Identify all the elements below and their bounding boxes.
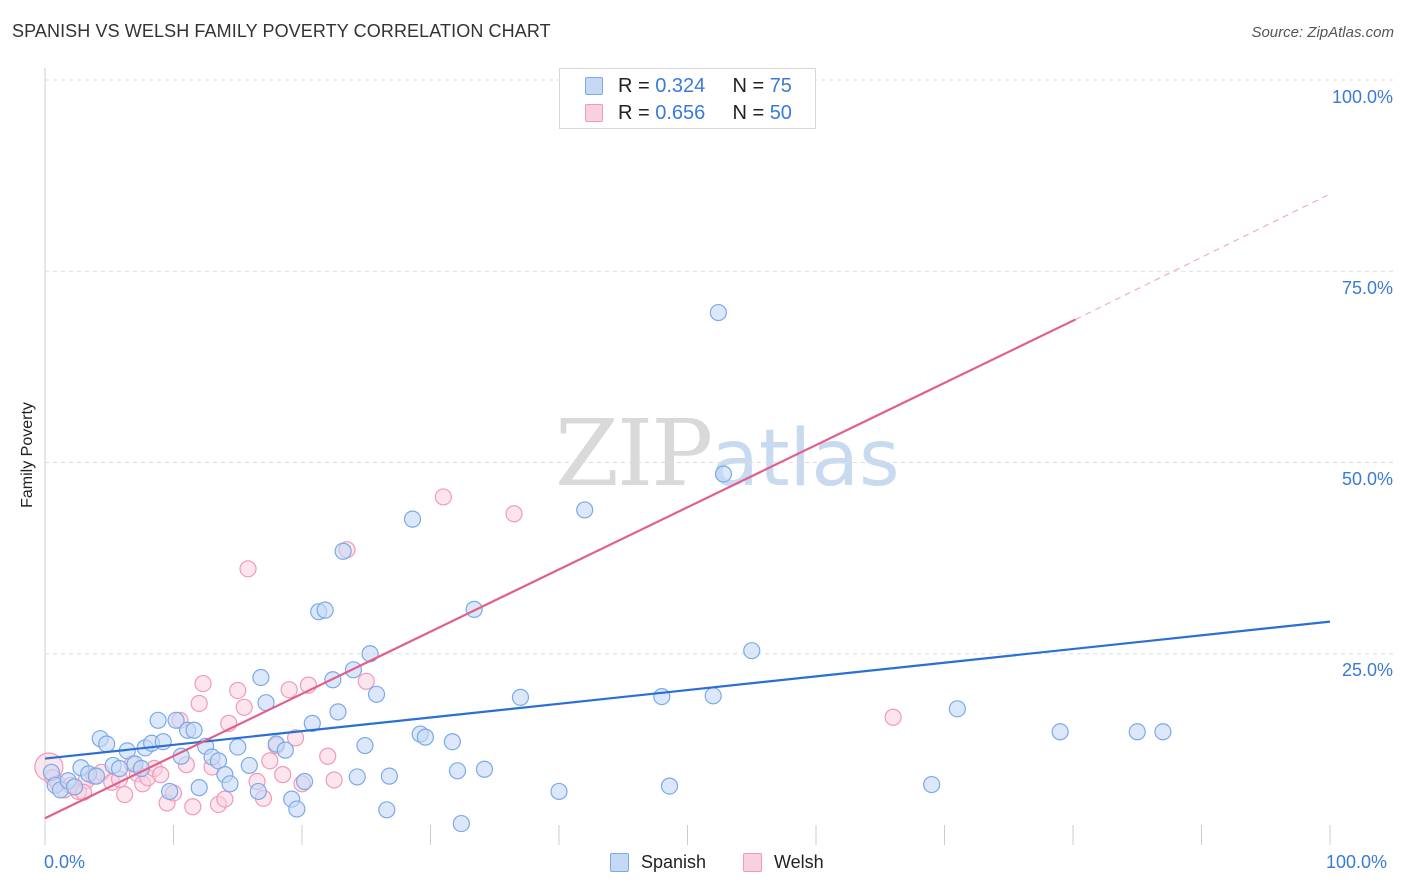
welsh-point: [239, 560, 257, 578]
welsh-trend-extension: [1075, 193, 1331, 320]
legend-label-welsh: Welsh: [774, 852, 824, 872]
spanish-point: [240, 756, 258, 775]
spanish-point: [249, 782, 267, 801]
legend-swatch-welsh: [743, 853, 762, 872]
legend-swatch-welsh: [585, 104, 603, 122]
spanish-point: [190, 779, 208, 797]
spanish-point: [367, 685, 386, 703]
y-tick-label-50: 50.0%: [1341, 469, 1393, 489]
spanish-point: [378, 801, 396, 819]
spanish-point: [356, 736, 374, 755]
welsh-point: [274, 766, 292, 784]
spanish-point: [65, 778, 84, 796]
welsh-point: [280, 681, 298, 699]
spanish-point: [149, 711, 167, 729]
source-label: Source: ZipAtlas.com: [1251, 24, 1394, 41]
spanish-point: [653, 687, 671, 706]
y-tick-label-25: 25.0%: [1341, 660, 1393, 680]
spanish-point: [403, 510, 422, 528]
welsh-point: [216, 790, 234, 808]
spanish-point: [161, 782, 179, 801]
welsh-point: [184, 798, 202, 816]
spanish-point: [229, 738, 247, 756]
spanish-point: [743, 642, 761, 660]
spanish-point: [475, 760, 494, 778]
spanish-point: [98, 735, 116, 753]
welsh-point: [884, 708, 902, 726]
legend-item-welsh[interactable]: Welsh: [743, 852, 824, 873]
spanish-point: [452, 814, 470, 833]
spanish-point: [252, 668, 270, 687]
welsh-point: [194, 674, 212, 693]
spanish-point: [185, 721, 203, 739]
spanish-trend-line: [44, 620, 1331, 760]
spanish-point: [288, 800, 306, 818]
spanish-point: [348, 768, 366, 786]
spanish-point: [87, 767, 106, 785]
welsh-point: [235, 698, 253, 716]
spanish-point: [276, 741, 294, 759]
watermark-atlas: atlas: [711, 414, 900, 504]
welsh-point: [229, 681, 247, 700]
welsh-point: [357, 672, 375, 690]
spanish-point: [303, 714, 321, 732]
legend-n-label: N =: [732, 101, 770, 124]
spanish-point: [110, 759, 129, 778]
spanish-point: [923, 775, 941, 794]
legend-n-value-spanish: 75: [769, 74, 792, 97]
welsh-point: [152, 766, 170, 784]
welsh-point: [319, 747, 337, 765]
welsh-point: [116, 785, 134, 804]
spanish-point: [443, 733, 461, 751]
spanish-point: [1128, 723, 1146, 741]
spanish-point: [709, 303, 727, 322]
legend-n-value-welsh: 50: [769, 101, 792, 124]
spanish-point: [329, 703, 347, 721]
spanish-point: [448, 762, 467, 780]
legend-r-label: R =: [618, 74, 656, 97]
welsh-point: [286, 729, 305, 747]
y-tick-label-100: 100.0%: [1331, 87, 1393, 107]
spanish-point: [948, 700, 966, 718]
spanish-point: [704, 687, 722, 705]
welsh-point: [261, 752, 279, 770]
legend-item-spanish[interactable]: Spanish: [610, 852, 706, 873]
spanish-point: [221, 775, 239, 793]
legend-r-value-spanish: 0.324: [655, 74, 706, 97]
spanish-point: [316, 601, 334, 619]
welsh-point: [434, 488, 452, 506]
spanish-point: [714, 465, 733, 483]
chart-title: SPANISH VS WELSH FAMILY POVERTY CORRELAT…: [12, 21, 551, 41]
legend-swatch-spanish: [585, 77, 603, 95]
x-tick-label-max: 100.0%: [1326, 852, 1388, 872]
welsh-point: [190, 694, 208, 713]
welsh-trend-line: [44, 318, 1077, 820]
watermark: ZIPatlas: [555, 400, 900, 507]
welsh-point: [325, 771, 343, 789]
legend-n-label: N =: [732, 74, 770, 97]
spanish-point: [209, 752, 228, 770]
spanish-point: [576, 501, 594, 519]
spanish-point: [416, 728, 434, 746]
x-tick-label-min: 0.0%: [44, 852, 86, 872]
legend-label-spanish: Spanish: [641, 852, 707, 872]
spanish-point: [167, 711, 185, 729]
spanish-point: [334, 542, 352, 560]
spanish-point: [550, 782, 568, 801]
spanish-point: [1154, 723, 1172, 741]
spanish-point: [380, 767, 398, 785]
watermark-zip: ZIP: [555, 400, 713, 507]
legend-r-value-welsh: 0.656: [655, 101, 706, 124]
spanish-point: [511, 688, 530, 706]
legend-swatch-spanish: [610, 853, 629, 872]
y-tick-label-75: 75.0%: [1341, 278, 1393, 298]
spanish-point: [660, 777, 679, 795]
spanish-point: [1051, 723, 1069, 741]
welsh-point: [505, 505, 523, 523]
spanish-point: [295, 772, 314, 791]
legend-r-label: R =: [618, 101, 656, 124]
correlation-legend: R = 0.324 N = 75 R = 0.656 N = 50: [559, 68, 816, 129]
